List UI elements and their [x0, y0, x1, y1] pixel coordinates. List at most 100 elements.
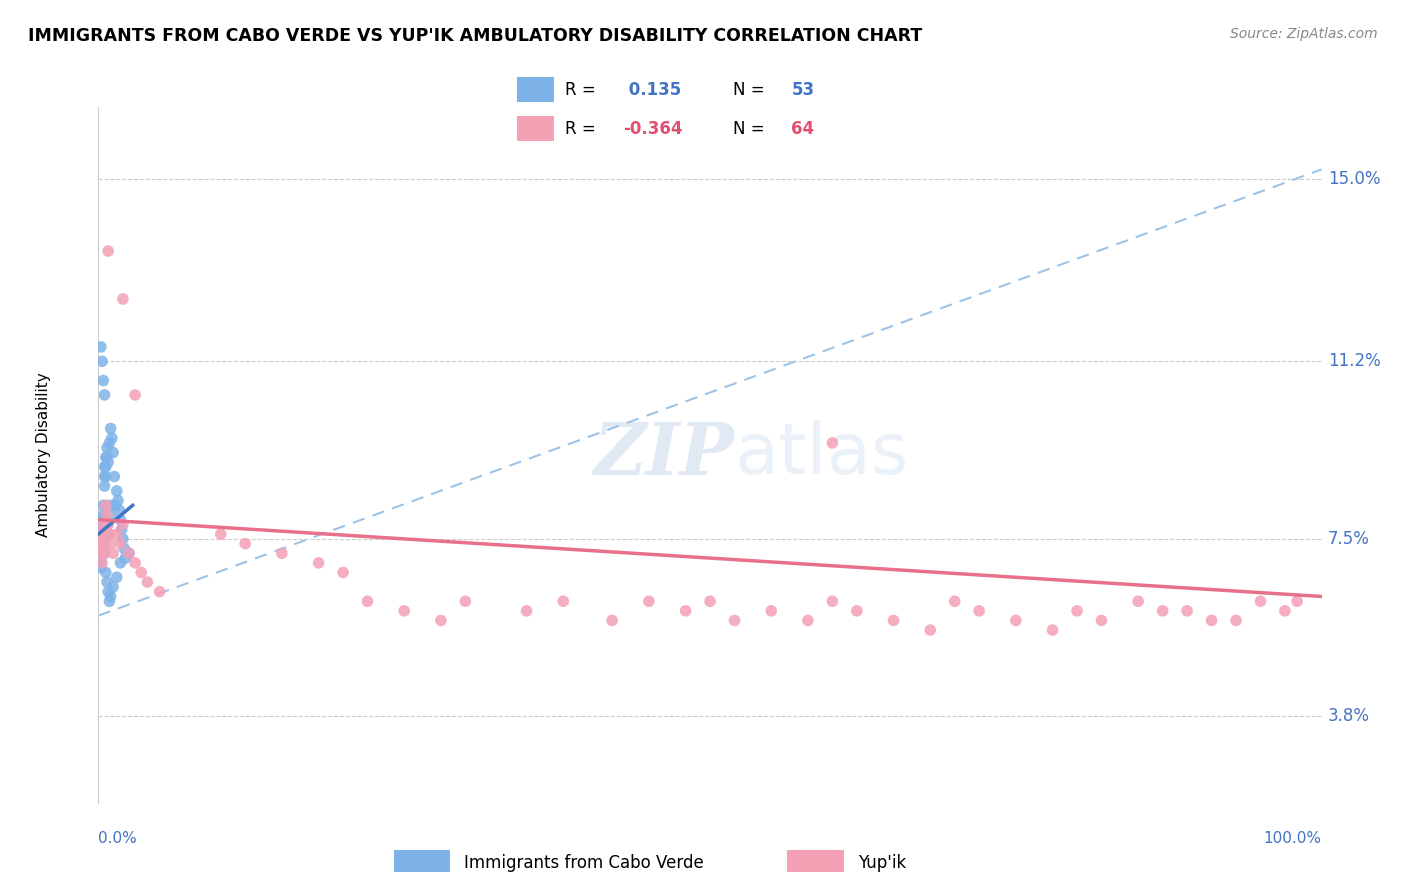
Text: N =: N =: [733, 120, 769, 137]
Bar: [517, 116, 554, 142]
Point: [97, 584, 120, 599]
Text: IMMIGRANTS FROM CABO VERDE VS YUP'IK AMBULATORY DISABILITY CORRELATION CHART: IMMIGRANTS FROM CABO VERDE VS YUP'IK AMB…: [28, 27, 922, 45]
Point: [97, 455, 120, 469]
Text: Source: ZipAtlas.com: Source: ZipAtlas.com: [1230, 27, 1378, 41]
Point: [93, 479, 115, 493]
Point: [332, 566, 354, 580]
Point: [110, 513, 132, 527]
Point: [93, 459, 115, 474]
Point: [90, 541, 112, 556]
Point: [1274, 604, 1296, 618]
Point: [100, 508, 122, 522]
Point: [91, 517, 114, 532]
Point: [103, 469, 125, 483]
Point: [1286, 594, 1309, 608]
Point: [96, 517, 118, 532]
Point: [91, 498, 114, 512]
Text: 15.0%: 15.0%: [1327, 170, 1381, 188]
Text: 3.8%: 3.8%: [1327, 707, 1369, 725]
Text: -0.364: -0.364: [623, 120, 683, 137]
Point: [105, 570, 128, 584]
Point: [91, 546, 114, 560]
Point: [91, 522, 114, 536]
Point: [108, 503, 131, 517]
Point: [100, 421, 122, 435]
Point: [1225, 614, 1247, 628]
Point: [91, 508, 114, 522]
Point: [91, 532, 114, 546]
Point: [101, 580, 124, 594]
Point: [96, 575, 118, 590]
Point: [114, 551, 136, 566]
Point: [883, 614, 905, 628]
Point: [1066, 604, 1088, 618]
Point: [93, 388, 115, 402]
Point: [107, 493, 129, 508]
Point: [89, 537, 111, 551]
Point: [100, 537, 122, 551]
Point: [118, 546, 141, 560]
Text: Yup'ik: Yup'ik: [858, 855, 905, 872]
Text: N =: N =: [733, 81, 769, 99]
Point: [515, 604, 537, 618]
Point: [699, 594, 721, 608]
Point: [1042, 623, 1064, 637]
Text: R =: R =: [565, 120, 600, 137]
Text: 64: 64: [792, 120, 814, 137]
Point: [111, 292, 134, 306]
Point: [94, 566, 117, 580]
Point: [129, 566, 152, 580]
Text: 100.0%: 100.0%: [1264, 830, 1322, 846]
Point: [93, 546, 115, 560]
Point: [124, 556, 146, 570]
Point: [101, 431, 124, 445]
Text: atlas: atlas: [734, 420, 908, 490]
Point: [723, 614, 745, 628]
Point: [454, 594, 477, 608]
Point: [90, 560, 112, 574]
Point: [1175, 604, 1198, 618]
Point: [308, 556, 330, 570]
Point: [97, 527, 120, 541]
Point: [94, 450, 117, 465]
Point: [430, 614, 453, 628]
Point: [94, 459, 117, 474]
Point: [111, 522, 134, 536]
Point: [149, 584, 172, 599]
Point: [110, 537, 132, 551]
Point: [89, 541, 111, 556]
Point: [233, 537, 256, 551]
Point: [270, 546, 294, 560]
Point: [90, 527, 112, 541]
Point: [100, 590, 122, 604]
Point: [91, 556, 114, 570]
Point: [1201, 614, 1223, 628]
Point: [93, 469, 115, 483]
Point: [110, 556, 132, 570]
Point: [967, 604, 990, 618]
Point: [98, 498, 121, 512]
Point: [89, 527, 111, 541]
Point: [91, 517, 114, 532]
Point: [105, 483, 128, 498]
Text: 0.0%: 0.0%: [98, 830, 138, 846]
Point: [1128, 594, 1150, 608]
Point: [91, 513, 114, 527]
Point: [111, 517, 134, 532]
Point: [845, 604, 868, 618]
Point: [101, 546, 124, 560]
Point: [675, 604, 697, 618]
Point: [797, 614, 820, 628]
Point: [1090, 614, 1112, 628]
Point: [94, 498, 117, 512]
Point: [90, 340, 112, 354]
Point: [89, 532, 111, 546]
Point: [97, 244, 120, 258]
Text: ZIP: ZIP: [593, 419, 734, 491]
Point: [136, 575, 159, 590]
Point: [91, 527, 114, 541]
Text: 53: 53: [792, 81, 814, 99]
Point: [553, 594, 575, 608]
Point: [761, 604, 783, 618]
Text: 11.2%: 11.2%: [1327, 352, 1381, 370]
